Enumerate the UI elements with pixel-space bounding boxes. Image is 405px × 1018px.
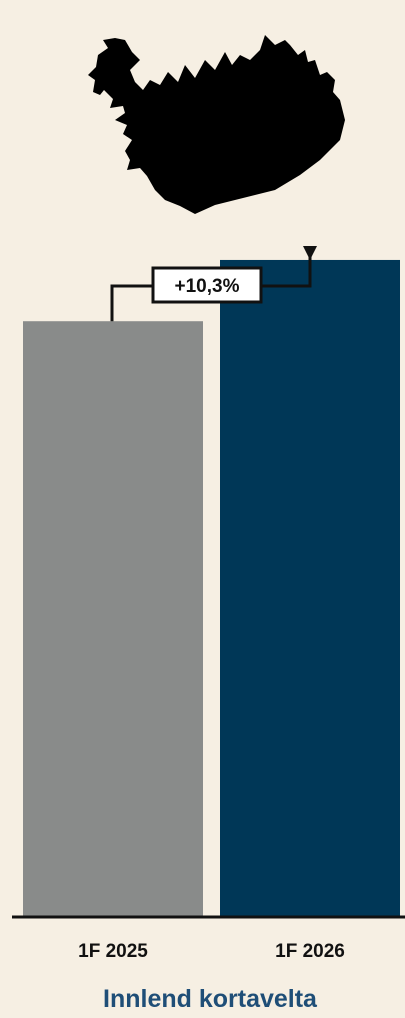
x-tick-label-1: 1F 2025 — [78, 941, 148, 962]
bar-2 — [220, 259, 400, 916]
change-label: +10,3% — [175, 276, 240, 297]
iceland-map-icon — [88, 35, 345, 214]
chart-title: Innlend kortavelta — [103, 985, 318, 1013]
change-arrowhead — [303, 245, 317, 260]
x-tick-label-2: 1F 2026 — [275, 941, 345, 962]
bars-group — [23, 259, 400, 916]
bar-1 — [23, 321, 203, 916]
x-tick-labels: 1F 2025 1F 2026 — [78, 941, 345, 962]
change-label-box — [151, 266, 263, 304]
